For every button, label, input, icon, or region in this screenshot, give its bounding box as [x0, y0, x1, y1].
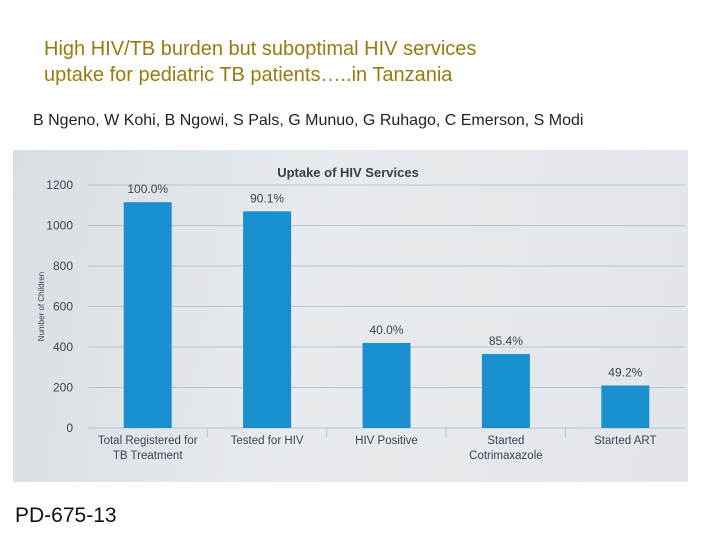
y-tick-label: 400 — [53, 340, 73, 354]
y-tick-label: 800 — [53, 259, 73, 273]
chart-title: Uptake of HIV Services — [277, 165, 419, 180]
data-label: 85.4% — [489, 334, 523, 348]
data-label: 90.1% — [250, 191, 284, 205]
x-tick-label: Started ART — [594, 435, 656, 447]
bar — [243, 211, 292, 428]
x-tick-label: Cotrimaxazole — [469, 450, 543, 462]
x-tick-label: Tested for HIV — [231, 435, 304, 447]
bar — [362, 342, 411, 428]
y-tick-label: 0 — [66, 421, 73, 435]
x-tick-label: Total Registered for — [98, 435, 198, 447]
y-axis-label: Number of Children — [37, 272, 46, 341]
bar — [123, 202, 172, 428]
x-tick-label: HIV Positive — [355, 435, 418, 447]
y-tick-label: 1000 — [46, 219, 73, 233]
chart-photo: Uptake of HIV Services 0 200 400 600 800 1000 1… — [13, 150, 688, 482]
poster-code: PD-675-13 — [15, 504, 117, 527]
y-tick-label: 600 — [53, 300, 73, 314]
bar — [481, 354, 530, 428]
slide-title: High HIV/TB burden but suboptimal HIV se… — [44, 36, 684, 88]
x-tick-label: TB Treatment — [113, 450, 183, 462]
y-tick-label: 1200 — [46, 178, 73, 192]
slide-title-line-1: High HIV/TB burden but suboptimal HIV se… — [44, 38, 477, 60]
author-list: B Ngeno, W Kohi, B Ngowi, S Pals, G Munu… — [33, 112, 584, 129]
slide-title-line-2: uptake for pediatric TB patients…..in Ta… — [44, 64, 453, 86]
bar — [601, 385, 650, 428]
data-label: 49.2% — [608, 365, 642, 379]
data-label: 40.0% — [369, 323, 403, 337]
y-tick-label: 200 — [53, 381, 73, 395]
uptake-bar-chart: Uptake of HIV Services 0 200 400 600 800 1000 1… — [37, 165, 685, 462]
x-tick-label: Started — [487, 435, 524, 447]
data-label: 100.0% — [127, 182, 168, 196]
